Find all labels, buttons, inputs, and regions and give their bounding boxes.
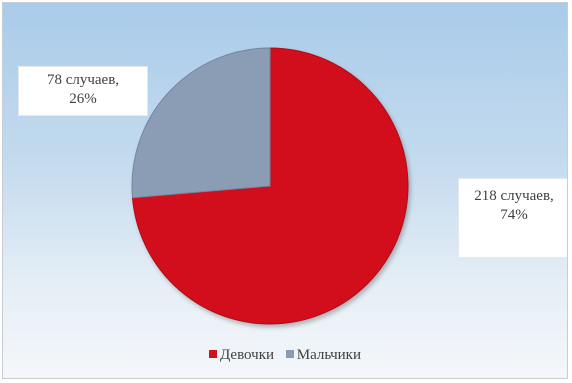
legend-item-boys: Мальчики	[285, 347, 361, 364]
data-label-girls-count: 218 случаев,	[474, 188, 554, 204]
legend-label-girls: Девочки	[220, 347, 275, 363]
data-label-boys: 78 случаев, 26%	[19, 67, 147, 115]
legend-item-girls: Девочки	[209, 347, 274, 364]
data-label-boys-count: 78 случаев,	[46, 72, 120, 88]
pie-slice-boys	[131, 47, 271, 199]
chart-area: 78 случаев, 26% 218 случаев, 74% Девочки…	[2, 2, 568, 379]
legend-swatch-boys	[285, 350, 294, 358]
data-label-boys-percent: 26%	[69, 91, 97, 107]
legend: Девочки Мальчики	[3, 347, 567, 364]
legend-label-boys: Мальчики	[296, 347, 361, 363]
data-label-girls: 218 случаев, 74%	[459, 179, 567, 257]
data-label-girls-percent: 74%	[500, 207, 528, 223]
pie-chart	[131, 47, 409, 325]
legend-swatch-girls	[209, 350, 217, 358]
